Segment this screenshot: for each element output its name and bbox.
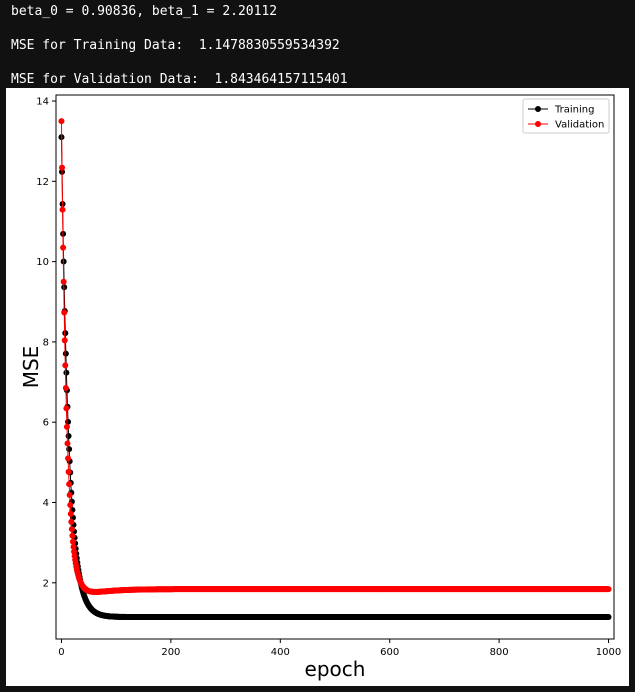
legend-marker-training [535,106,541,112]
validation-point [64,440,71,447]
validation-point [63,423,70,430]
validation-point [63,405,70,412]
validation-point [68,518,75,525]
axes-frame [55,94,615,640]
legend-marker-validation [535,121,541,127]
validation-mse-output-line: MSE for Validation Data: 1.8434641571154… [11,72,348,87]
y-axis-label: MSE [19,346,43,389]
validation-point [59,206,66,213]
validation-point [61,309,68,316]
y-tick-label: 14 [36,97,49,108]
validation-point [67,501,74,508]
validation-point [61,337,68,344]
x-tick-label: 600 [380,647,399,658]
training-point [63,369,70,376]
validation-point [65,468,72,475]
series-training [58,134,612,620]
training-line [60,137,609,618]
validation-point [66,492,73,499]
x-tick-label: 200 [161,647,180,658]
training-point [62,350,69,357]
y-axis-ticks: 2 4 6 8 10 12 14 [36,97,56,589]
y-tick-label: 8 [43,337,49,348]
training-point [65,418,72,425]
series-validation [58,118,612,595]
x-axis-ticks: 0 200 400 600 800 1000 [58,639,621,658]
beta-output-line: beta_0 = 0.90836, beta_1 = 2.20112 [11,4,278,19]
validation-point [69,532,76,539]
validation-point [70,543,77,550]
training-point [605,614,612,620]
validation-point [67,510,74,517]
x-tick-label: 400 [271,647,290,658]
validation-point [66,481,73,488]
y-tick-label: 12 [36,177,49,188]
mse-chart: 0 200 400 600 800 1000 2 4 6 8 10 12 14 epoch MSE T… [19,94,621,681]
legend: Training Validation [522,98,610,134]
y-tick-label: 10 [36,257,49,268]
y-tick-label: 2 [43,578,49,589]
validation-point [62,385,69,392]
training-point [65,433,72,440]
training-mse-output-line: MSE for Training Data: 1.147883055953439… [11,38,340,53]
validation-point [59,164,66,171]
legend-label-training: Training [554,105,594,116]
validation-point [68,526,75,533]
validation-point [60,278,67,285]
training-point [66,446,73,453]
validation-point [58,118,65,125]
validation-point [69,538,76,545]
x-tick-label: 0 [58,647,64,658]
x-axis-label: epoch [305,657,366,681]
validation-point [605,586,612,593]
plot-marks [58,118,612,620]
y-tick-label: 6 [43,418,49,429]
x-tick-label: 1000 [596,647,621,658]
validation-line [60,121,609,593]
validation-point [62,362,69,369]
legend-label-validation: Validation [555,120,604,131]
validation-point [60,244,67,251]
validation-point [65,455,72,462]
chart-figure: 0 200 400 600 800 1000 2 4 6 8 10 12 14 epoch MSE T… [6,88,629,686]
training-point [62,330,69,337]
y-tick-label: 4 [43,498,49,509]
x-tick-label: 800 [490,647,509,658]
